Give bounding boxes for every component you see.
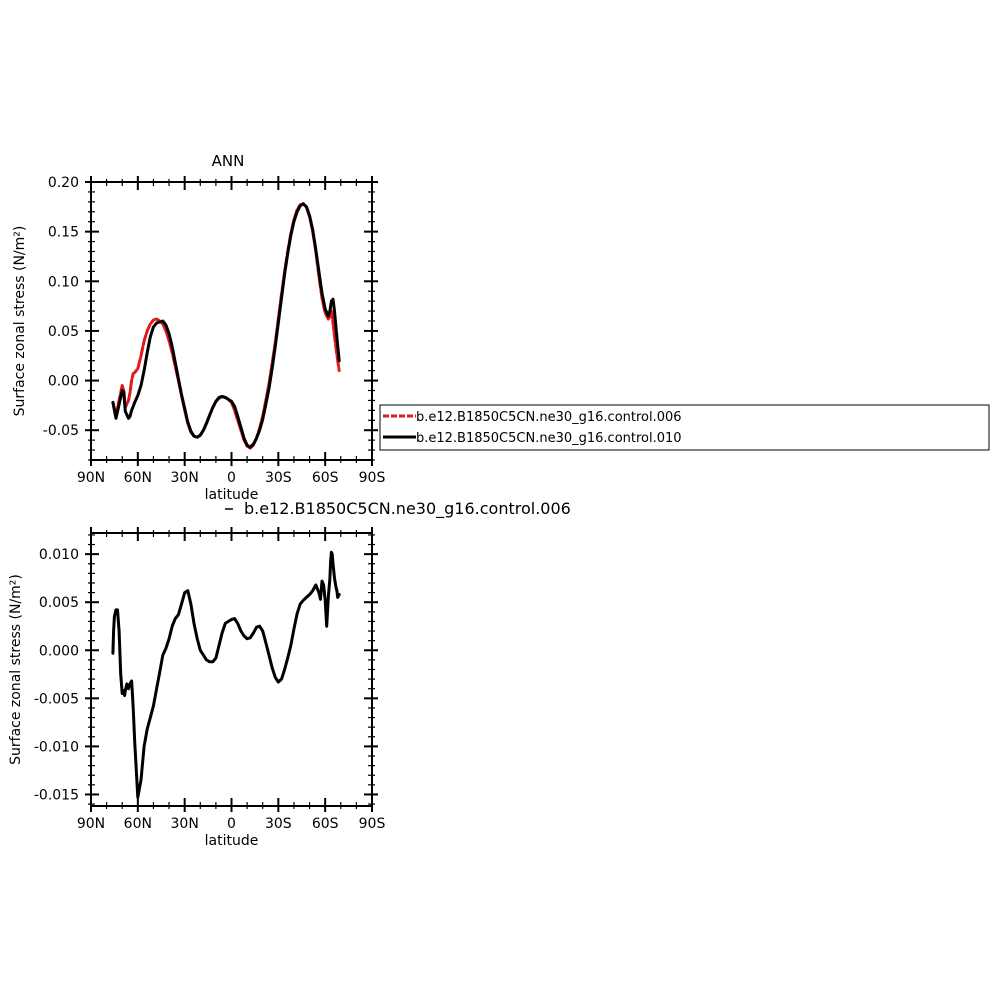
x-tick-label: 30N xyxy=(171,470,199,486)
x-tick-label: 0 xyxy=(227,470,236,486)
y-ticks xyxy=(85,181,378,461)
x-axis-label: latitude xyxy=(205,487,259,503)
y-tick-label: 0.010 xyxy=(39,547,79,563)
legend-label: b.e12.B1850C5CN.ne30_g16.control.010 xyxy=(416,431,682,446)
series-line-2 xyxy=(111,202,341,449)
top-panel: 90N 60N 30N 0 30S 60S 90S 0.20 0.15 0.10 0.05 0.00 -… xyxy=(12,152,385,503)
plot-frame xyxy=(90,181,373,461)
y-tick-label: -0.005 xyxy=(34,691,79,707)
x-ticks xyxy=(90,527,373,812)
x-tick-label: 60N xyxy=(124,816,152,832)
x-ticks xyxy=(90,176,373,466)
y-tick-label: -0.05 xyxy=(43,423,79,439)
plot-title: b.e12.B1850C5CN.ne30_g16.control.006 xyxy=(244,499,571,519)
x-tick-label: 30S xyxy=(265,470,292,486)
y-axis-label: Surface zonal stress (N/m²) xyxy=(8,574,24,765)
x-tick-label: 60S xyxy=(312,470,339,486)
y-tick-label: 0.005 xyxy=(39,595,79,611)
y-tick-label: -0.010 xyxy=(34,739,79,755)
bottom-panel: 90N 60N 30N 0 30S 60S 90S 0.010 0.005 0.000 -0.005… xyxy=(8,499,571,849)
plot-title: ANN xyxy=(212,152,245,170)
series-line-1 xyxy=(111,202,341,450)
x-tick-label: 60S xyxy=(312,816,339,832)
legend: b.e12.B1850C5CN.ne30_g16.control.006 b.e1… xyxy=(379,404,990,451)
series-line-1 xyxy=(111,550,341,799)
x-tick-label: 90N xyxy=(77,816,105,832)
x-tick-label: 0 xyxy=(227,816,236,832)
y-tick-label: 0.10 xyxy=(48,274,79,290)
x-tick-label: 30S xyxy=(265,816,292,832)
x-axis-label: latitude xyxy=(205,833,259,849)
y-tick-label: 0.20 xyxy=(48,175,79,191)
x-tick-label: 60N xyxy=(124,470,152,486)
y-tick-label: -0.015 xyxy=(34,787,79,803)
y-tick-label: 0.15 xyxy=(48,225,79,241)
x-tick-label: 90N xyxy=(77,470,105,486)
y-axis-label: Surface zonal stress (N/m²) xyxy=(12,226,28,417)
legend-label: b.e12.B1850C5CN.ne30_g16.control.006 xyxy=(416,410,682,425)
x-tick-label: 30N xyxy=(171,816,199,832)
y-tick-label: 0.00 xyxy=(48,374,79,390)
x-tick-label: 90S xyxy=(359,470,386,486)
y-tick-label: 0.000 xyxy=(39,643,79,659)
y-tick-label: 0.05 xyxy=(48,324,79,340)
y-ticks xyxy=(85,534,378,805)
legend-box xyxy=(379,404,990,451)
x-tick-label: 90S xyxy=(359,816,386,832)
